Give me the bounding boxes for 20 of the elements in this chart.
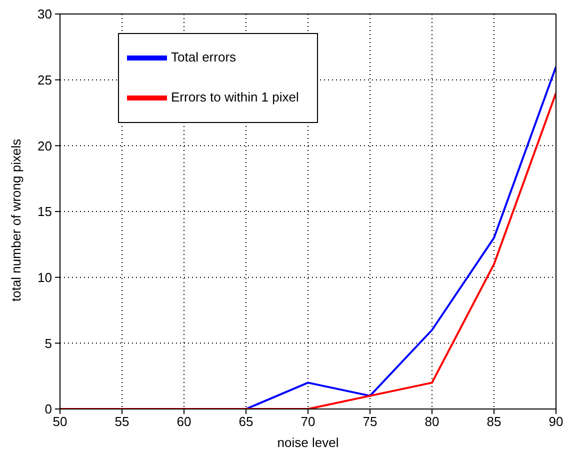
x-tick-label: 90 bbox=[548, 414, 564, 430]
x-tick-label: 75 bbox=[362, 414, 378, 430]
x-tick-label: 50 bbox=[52, 414, 68, 430]
y-tick-label: 5 bbox=[44, 336, 52, 351]
y-tick-label: 15 bbox=[38, 204, 52, 220]
x-tick-label: 85 bbox=[486, 414, 502, 430]
y-tick-label: 30 bbox=[38, 6, 52, 22]
x-tick-label: 60 bbox=[176, 414, 192, 430]
x-tick-label: 65 bbox=[238, 414, 254, 430]
x-tick-label: 70 bbox=[300, 414, 316, 430]
y-tick-label: 0 bbox=[44, 402, 52, 417]
legend-label: Total errors bbox=[171, 49, 236, 64]
x-axis-title: noise level bbox=[277, 435, 339, 449]
y-tick-label: 20 bbox=[38, 138, 52, 154]
x-tick-label: 55 bbox=[114, 414, 130, 430]
y-tick-label: 25 bbox=[38, 72, 52, 88]
legend-label: Errors to within 1 pixel bbox=[171, 89, 299, 104]
y-tick-label: 10 bbox=[38, 270, 52, 285]
y-axis-title: total number of wrong pixels bbox=[8, 138, 24, 302]
x-tick-label: 80 bbox=[424, 414, 440, 430]
